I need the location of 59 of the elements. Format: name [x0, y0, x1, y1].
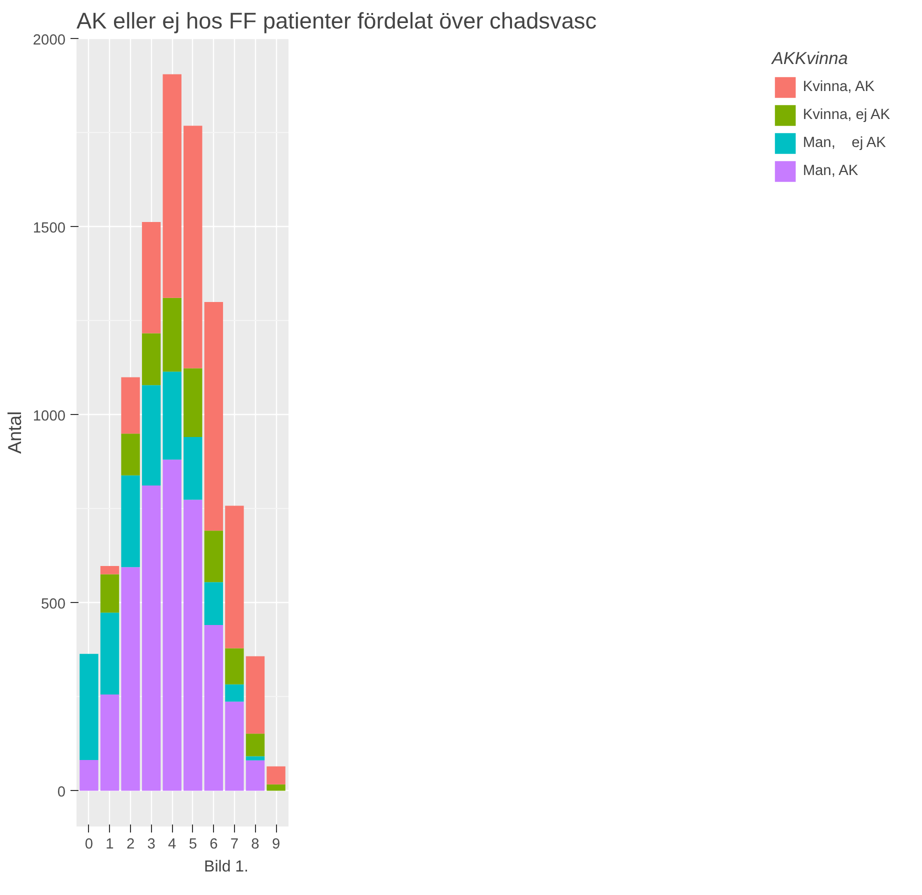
y-axis-title: Antal — [4, 411, 25, 454]
bar — [100, 612, 120, 695]
bar — [142, 222, 161, 334]
y-tick-label: 0 — [57, 784, 66, 800]
bar — [266, 784, 286, 791]
bar — [266, 766, 286, 784]
bar — [204, 302, 224, 531]
bar — [184, 368, 202, 438]
bar — [184, 126, 202, 368]
bar — [100, 566, 120, 574]
x-tick-label: 1 — [106, 836, 114, 852]
bar — [246, 760, 265, 791]
bar — [162, 372, 182, 460]
bar — [100, 694, 120, 791]
legend-label: Man, ej AK — [802, 135, 886, 151]
bar — [225, 702, 244, 791]
x-tick-label: 3 — [147, 836, 156, 852]
y-tick-label: 1500 — [32, 220, 66, 236]
bar — [204, 582, 224, 625]
bar — [80, 760, 98, 791]
x-tick-label: 0 — [84, 836, 94, 852]
bar — [142, 333, 161, 386]
legend-label: Man, AK — [802, 163, 858, 179]
bar — [162, 298, 182, 372]
bar — [121, 567, 140, 791]
bar — [121, 475, 140, 568]
x-tick-label: 6 — [210, 836, 218, 852]
x-tick-label: 9 — [272, 836, 280, 852]
y-tick-label: 1000 — [32, 408, 66, 424]
bar — [246, 734, 265, 756]
y-tick-label: 500 — [41, 596, 66, 612]
bar — [121, 377, 140, 434]
bar — [225, 506, 244, 648]
bar — [204, 624, 224, 791]
bar — [225, 684, 244, 702]
legend-label: Kvinna, ej AK — [802, 107, 890, 123]
bar — [121, 434, 140, 476]
legend-title: AKKvinna — [772, 48, 849, 69]
bar — [246, 656, 265, 734]
y-tick-label: 2000 — [32, 32, 66, 48]
x-tick-label: 8 — [251, 836, 260, 852]
bar — [80, 654, 98, 760]
text: AK eller ej hos FF patienter fördelat över chadsvasc — [76, 8, 597, 34]
x-tick-label: 5 — [188, 836, 197, 852]
bar — [204, 530, 224, 582]
x-tick-label: 2 — [126, 836, 135, 852]
bar — [184, 500, 202, 791]
bar — [225, 648, 244, 684]
bar — [162, 460, 182, 791]
bar — [162, 74, 182, 298]
x-tick-label: 7 — [230, 836, 239, 852]
bar — [246, 756, 265, 760]
text: Bild 1. — [204, 858, 248, 876]
bar — [142, 486, 161, 791]
x-tick-label: 4 — [168, 836, 176, 852]
legend-label: Kvinna, AK — [802, 79, 875, 95]
bar — [100, 574, 120, 613]
bar — [184, 437, 202, 500]
bar — [142, 385, 161, 486]
